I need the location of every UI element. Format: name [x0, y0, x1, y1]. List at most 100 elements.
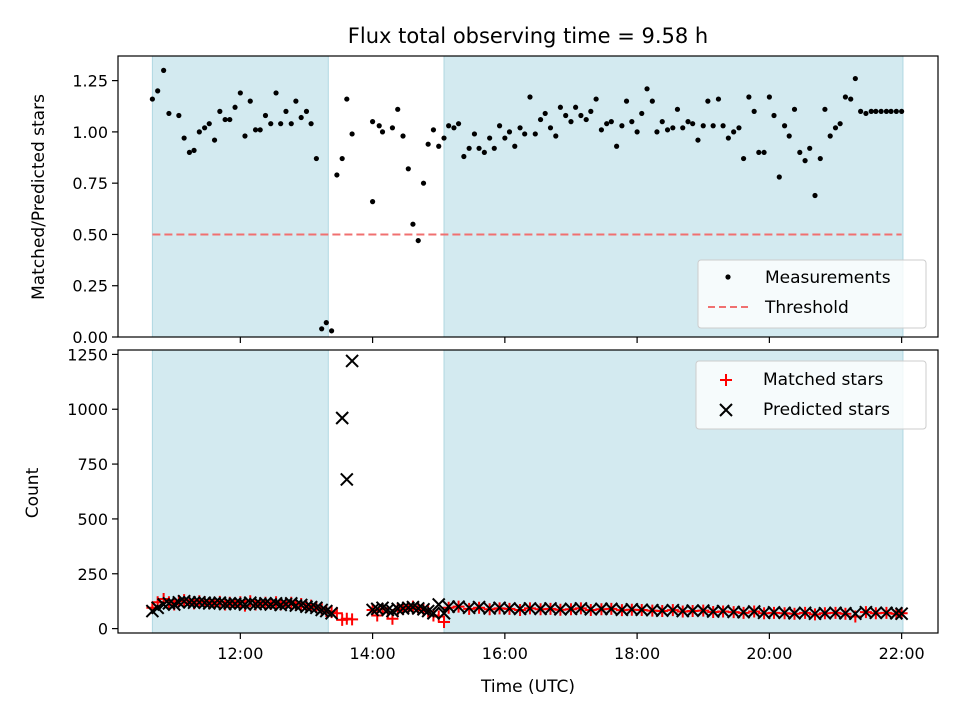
measurement-point	[161, 67, 167, 73]
measurement-point	[405, 166, 411, 172]
measurement-point	[389, 125, 396, 131]
measurement-point	[496, 123, 503, 129]
measurement-point	[441, 135, 447, 141]
legend-matched-label: Matched stars	[763, 370, 883, 390]
measurement-point	[868, 108, 874, 114]
predicted-star-point	[197, 596, 212, 610]
legend-predicted-label: Predicted stars	[763, 400, 890, 420]
measurement-point	[334, 172, 340, 178]
measurement-point	[731, 129, 737, 135]
measurement-point	[400, 133, 406, 139]
predicted-star-point	[426, 606, 441, 620]
matched-star-point	[432, 610, 445, 623]
y-tick-label: 0	[98, 620, 108, 639]
measurement-point	[644, 86, 650, 92]
predicted-star-point	[370, 602, 384, 616]
measurement-point	[491, 145, 497, 151]
measurement-point	[786, 133, 792, 139]
measurement-point	[837, 121, 843, 127]
predicted-star-point	[584, 602, 598, 617]
measurement-point	[680, 125, 686, 131]
predicted-star-point	[207, 596, 222, 610]
legend-predicted-marker	[719, 403, 733, 417]
legend-threshold-label: Threshold	[764, 298, 849, 318]
measurement-point	[202, 125, 208, 131]
measurement-point	[176, 112, 182, 119]
measurement-point	[863, 110, 869, 117]
measurement-point	[827, 133, 833, 139]
measurement-point	[547, 125, 554, 131]
measurement-point	[487, 135, 493, 141]
measurement-point	[206, 121, 212, 127]
measurement-point	[781, 123, 788, 129]
count-panel-legend: Matched stars Predicted stars	[695, 360, 927, 430]
measurement-point	[369, 199, 376, 205]
measurement-point	[873, 108, 879, 114]
measurement-point	[878, 108, 884, 114]
predicted-star-point	[625, 602, 639, 617]
predicted-star-point	[451, 599, 466, 614]
y-tick-label: 0.25	[72, 277, 108, 296]
measurement-point	[451, 125, 457, 131]
measurement-point	[288, 121, 294, 127]
ratio-panel-y-axis-label: Matched/Predicted stars	[29, 94, 49, 300]
measurement-point	[273, 90, 279, 96]
count-panel-x-ticks: 12:00 14:00 16:00 18:00 20:00 22:00	[217, 633, 925, 663]
predicted-star-point	[411, 601, 425, 616]
measurement-point	[685, 119, 691, 125]
predicted-star-point	[869, 606, 883, 620]
predicted-star-point	[848, 606, 863, 621]
measurement-point	[802, 158, 808, 164]
predicted-star-point	[391, 602, 405, 616]
measurement-point	[527, 94, 533, 100]
measurement-point	[252, 127, 259, 133]
measurement-point	[283, 108, 289, 114]
predicted-star-point	[432, 597, 446, 612]
predicted-star-point	[202, 596, 216, 611]
measurement-point	[766, 94, 772, 100]
predicted-star-point	[533, 602, 548, 616]
chart-title: Flux total observing time = 9.58 h	[348, 24, 708, 48]
measurement-point	[323, 320, 329, 326]
measurement-point	[888, 108, 894, 114]
predicted-star-point	[289, 598, 303, 613]
predicted-star-point	[676, 604, 690, 618]
ratio-panel-x-ticks	[239, 337, 903, 343]
measurement-point	[583, 116, 589, 123]
measurement-point	[293, 98, 299, 104]
measurement-point	[674, 106, 681, 112]
predicted-star-point	[838, 606, 853, 620]
measurement-point	[761, 149, 767, 156]
predicted-star-point	[324, 606, 339, 620]
measurement-point	[553, 133, 559, 139]
measurement-point	[471, 131, 478, 137]
measurement-point	[664, 127, 671, 133]
measurement-point	[629, 119, 635, 125]
predicted-star-point	[223, 596, 237, 611]
legend-measurements-marker	[725, 274, 731, 280]
y-tick-label: 500	[77, 510, 108, 529]
y-tick-label: 1.00	[72, 123, 108, 142]
y-tick-label: 750	[77, 455, 108, 474]
predicted-star-point	[335, 411, 349, 425]
measurement-point	[481, 149, 487, 156]
ratio-panel: 0.00 0.25 0.50 0.75 1.00 1.25 Matched/Predict…	[29, 55, 939, 347]
measurement-point	[817, 155, 823, 162]
predicted-star-point	[340, 472, 354, 487]
measurement-point	[410, 221, 416, 227]
measurement-point	[593, 96, 599, 102]
predicted-star-point	[706, 604, 720, 619]
measurement-point	[395, 106, 401, 112]
predicted-star-point	[182, 595, 197, 609]
measurement-point	[166, 110, 172, 117]
measurement-point	[181, 135, 187, 141]
predicted-star-point	[156, 597, 171, 612]
measurement-point	[303, 108, 310, 114]
predicted-star-point	[716, 604, 730, 618]
measurement-point	[776, 174, 782, 180]
x-tick-label: 18:00	[614, 644, 660, 663]
measurement-point	[751, 108, 757, 114]
measurement-point	[720, 123, 726, 129]
predicted-star-point	[218, 597, 232, 611]
y-tick-label: 0.75	[72, 174, 108, 193]
